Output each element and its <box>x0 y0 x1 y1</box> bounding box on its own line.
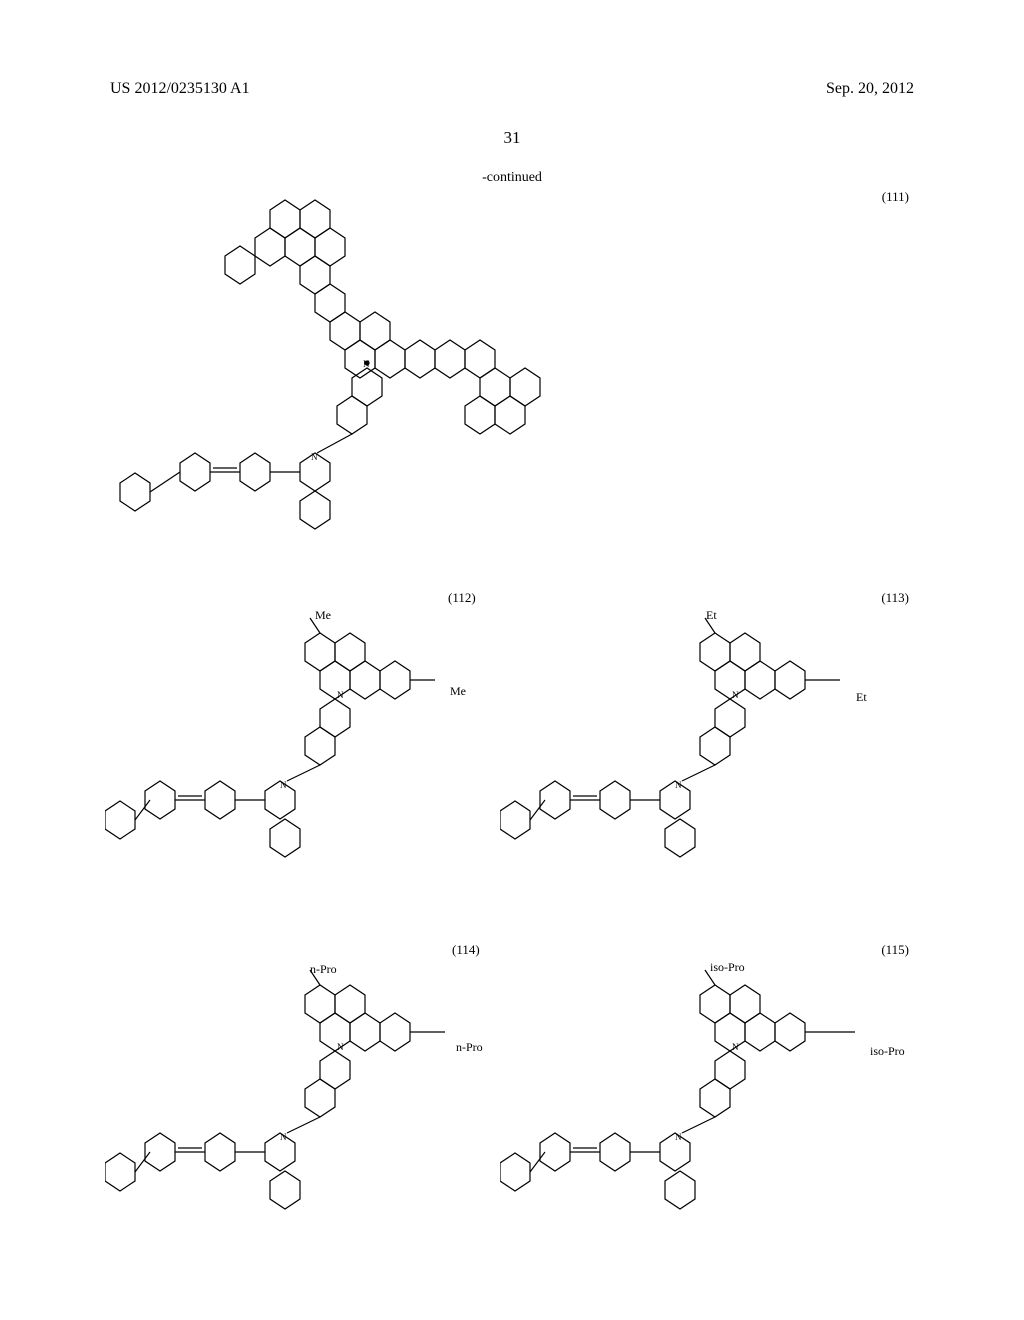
publication-date: Sep. 20, 2012 <box>826 80 914 98</box>
page-header: US 2012/0235130 A1 Sep. 20, 2012 <box>0 80 1024 98</box>
substituent-112-1: Me <box>315 608 331 623</box>
compound-label-114: (114) <box>452 942 480 958</box>
compound-label-111: (111) <box>882 189 909 205</box>
svg-text:N: N <box>363 359 370 369</box>
publication-number: US 2012/0235130 A1 <box>110 80 250 98</box>
svg-text:N: N <box>337 690 344 700</box>
chemical-structure-115: N N <box>500 960 900 1280</box>
svg-text:N: N <box>337 1042 344 1052</box>
substituent-114-1: n-Pro <box>310 962 337 977</box>
substituent-113-1: Et <box>706 608 717 623</box>
substituent-114-2: n-Pro <box>456 1040 483 1055</box>
svg-text:N: N <box>732 690 739 700</box>
compound-label-112: (112) <box>448 590 476 606</box>
substituent-112-2: Me <box>450 684 466 699</box>
compound-label-113: (113) <box>881 590 909 606</box>
substituent-115-1: iso-Pro <box>710 960 745 975</box>
substituent-115-2: iso-Pro <box>870 1044 905 1059</box>
continued-label: -continued <box>0 170 1024 186</box>
chemical-structure-112: N N <box>105 608 475 928</box>
chemical-structure-111: N N <box>105 195 625 590</box>
page-number: 31 <box>0 128 1024 148</box>
compound-label-115: (115) <box>881 942 909 958</box>
substituent-113-2: Et <box>856 690 867 705</box>
chemical-structure-114: N N <box>105 960 485 1280</box>
svg-text:N: N <box>732 1042 739 1052</box>
chemical-structure-113: N N <box>500 608 880 928</box>
